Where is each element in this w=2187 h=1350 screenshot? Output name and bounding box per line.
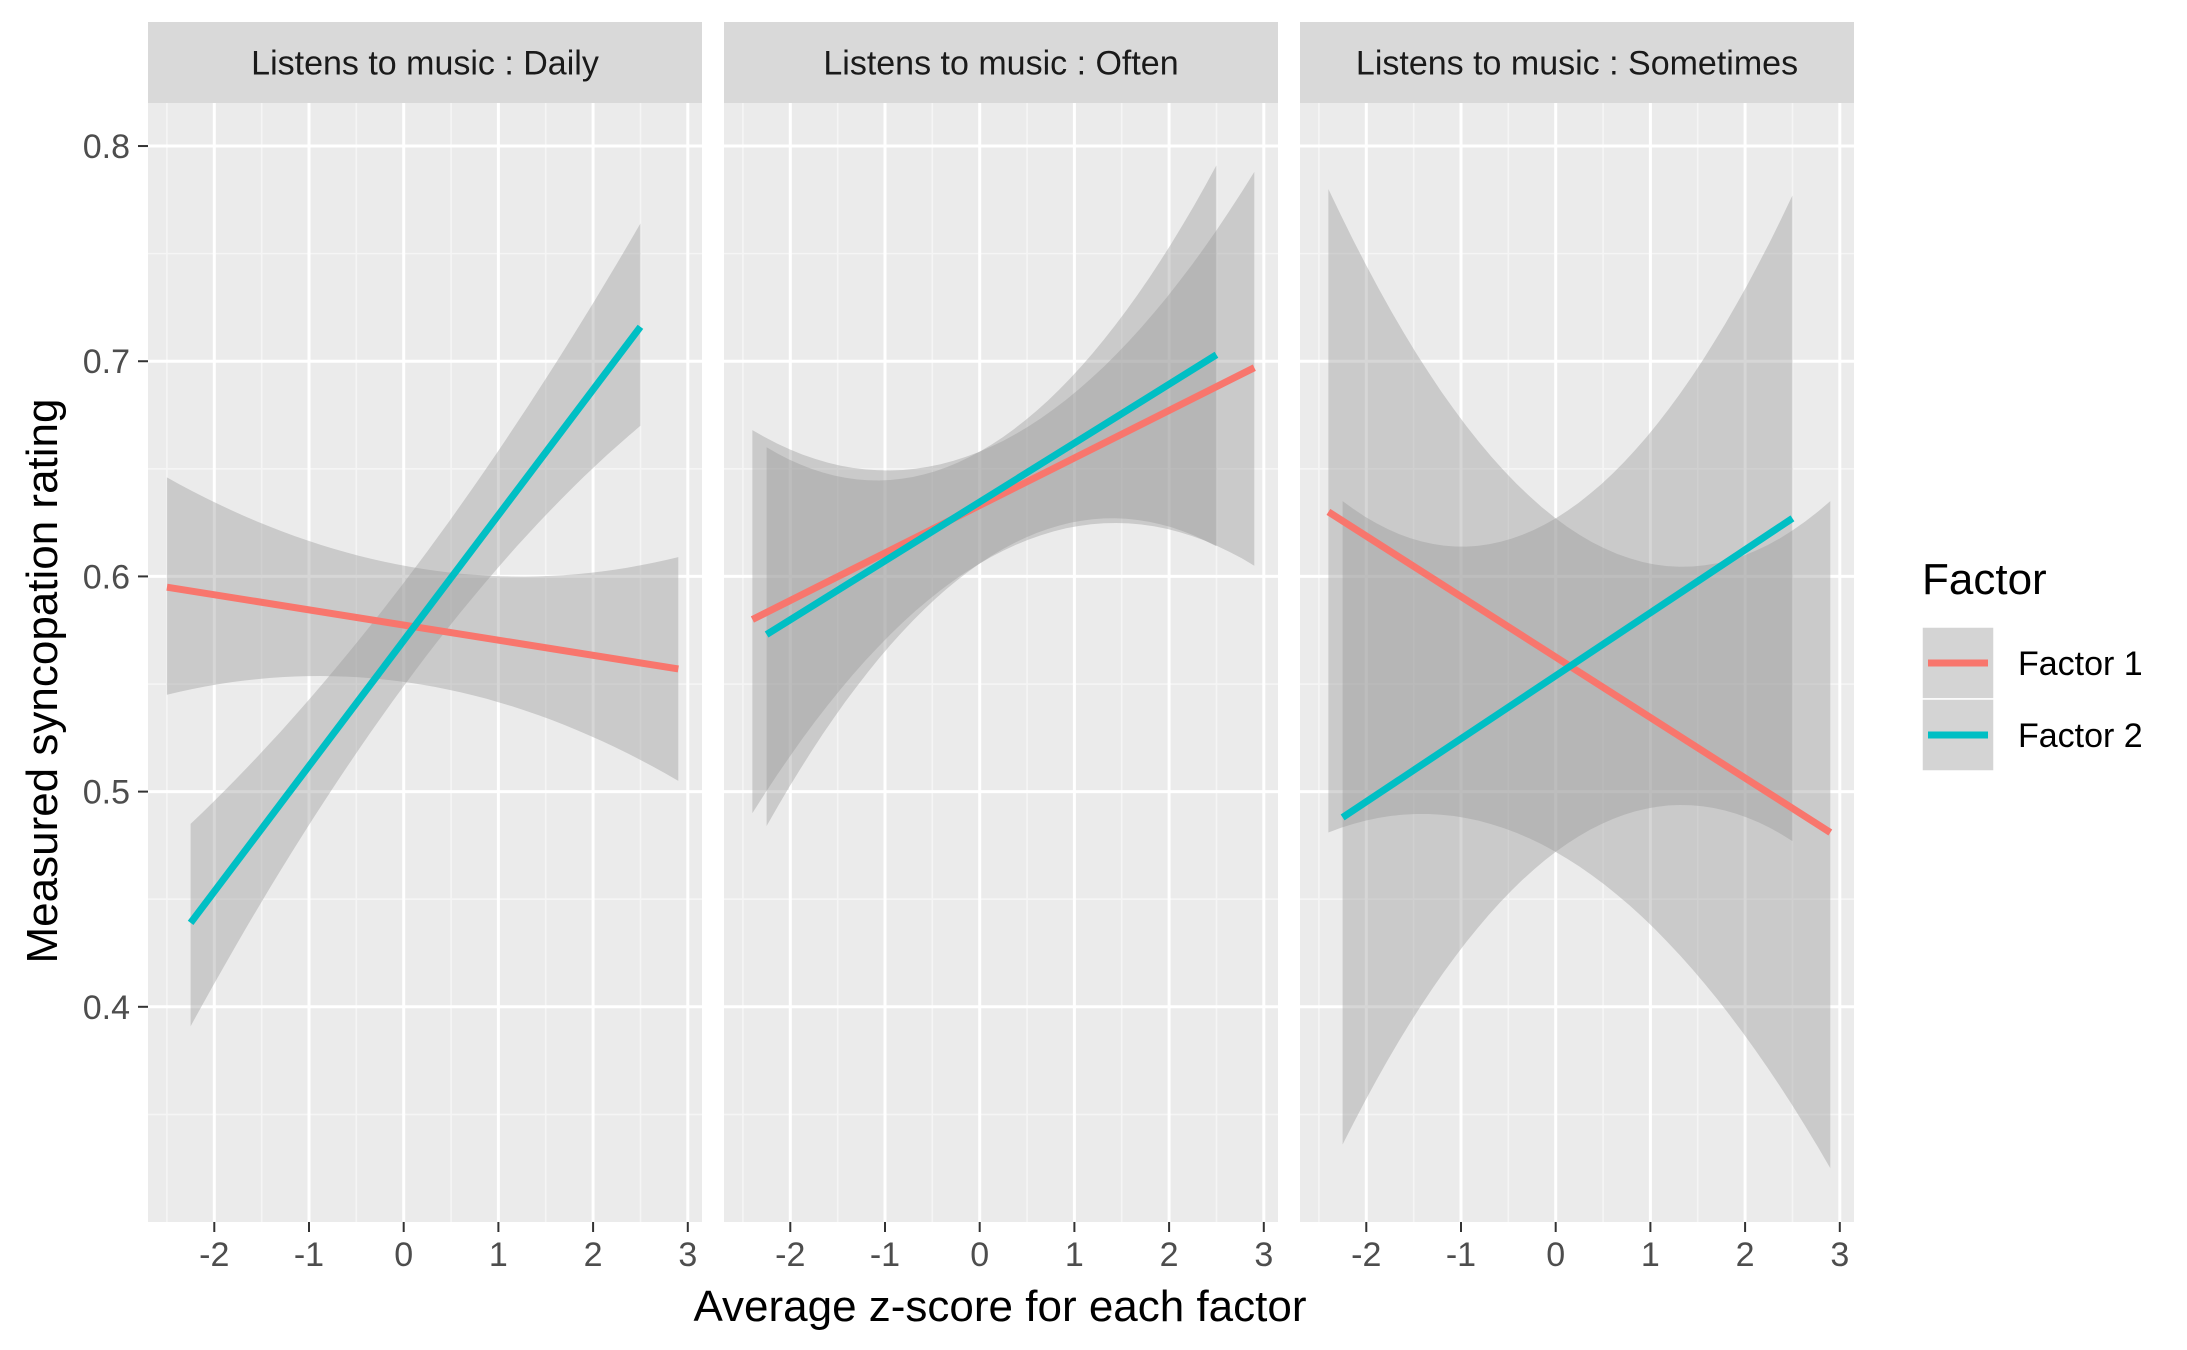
- fit-lines: [166, 324, 679, 925]
- line-factor-2: [1340, 515, 1795, 821]
- legend: Factor Factor 1 Factor 2: [1921, 555, 2143, 772]
- x-axis-panel-1: -2 -1 0 1 2 3: [199, 1222, 697, 1274]
- legend-label: Factor 2: [2018, 717, 2143, 755]
- y-axis: 0.4 0.5 0.6 0.7 0.8: [83, 128, 148, 1027]
- panel-3: Listens to music : Sometimes: [1300, 22, 1854, 1222]
- gridlines: [148, 103, 702, 1222]
- x-axes: -2 -1 0 1 2 3 -2 -1 0 1 2 3 -2 -1 0 1 2 3: [199, 1222, 1849, 1274]
- legend-label: Factor 1: [2018, 645, 2143, 683]
- x-tick-label: -1: [1446, 1236, 1476, 1274]
- gridlines: [724, 103, 1278, 1222]
- y-axis-title: Measured syncopation rating: [18, 399, 67, 964]
- x-axis-panel-2: -2 -1 0 1 2 3: [775, 1222, 1273, 1274]
- x-tick-label: -1: [870, 1236, 900, 1274]
- panel-2: Listens to music : Often: [724, 22, 1278, 1222]
- facet-strip: [148, 22, 702, 103]
- x-tick-label: 2: [1160, 1236, 1179, 1274]
- x-tick-label: 2: [584, 1236, 603, 1274]
- fit-lines: [750, 351, 1256, 638]
- x-tick-label: 1: [1065, 1236, 1084, 1274]
- facet-strip: [724, 22, 1278, 103]
- facet-strip-label: Listens to music : Often: [823, 45, 1178, 83]
- line-factor-2: [764, 351, 1219, 638]
- x-axis-panel-3: -2 -1 0 1 2 3: [1351, 1222, 1849, 1274]
- x-tick-label: 1: [1641, 1236, 1660, 1274]
- panel-background: [724, 103, 1278, 1222]
- y-tick-label: 0.5: [83, 774, 130, 812]
- x-tick-label: 3: [1254, 1236, 1273, 1274]
- x-tick-label: 3: [678, 1236, 697, 1274]
- facet-strip: [1300, 22, 1854, 103]
- y-tick-label: 0.7: [83, 343, 130, 381]
- confidence-band-factor-1: [1328, 189, 1831, 1169]
- legend-title: Factor: [1922, 555, 2047, 604]
- fit-lines: [1326, 508, 1833, 836]
- legend-entries: Factor 1 Factor 2: [1921, 626, 2143, 772]
- x-tick-label: -1: [294, 1236, 324, 1274]
- line-factor-1: [1326, 508, 1833, 836]
- y-tick-label: 0.8: [83, 128, 130, 166]
- facet-strip-label: Listens to music : Sometimes: [1356, 45, 1798, 83]
- panel-background: [148, 103, 702, 1222]
- y-tick-label: 0.6: [83, 558, 130, 596]
- legend-item-factor-2: Factor 2: [1921, 698, 2143, 772]
- x-tick-label: 3: [1830, 1236, 1849, 1274]
- x-tick-label: 2: [1736, 1236, 1755, 1274]
- x-tick-label: 0: [970, 1236, 989, 1274]
- x-tick-label: 1: [489, 1236, 508, 1274]
- x-tick-label: -2: [199, 1236, 229, 1274]
- facet-strip-label: Listens to music : Daily: [251, 45, 599, 83]
- x-tick-label: -2: [1351, 1236, 1381, 1274]
- panels: Listens to music : Daily Listens to music…: [148, 22, 1854, 1222]
- x-tick-label: 0: [1546, 1236, 1565, 1274]
- line-factor-1: [750, 364, 1256, 623]
- y-tick-label: 0.4: [83, 989, 130, 1027]
- panel-1: Listens to music : Daily: [148, 22, 702, 1222]
- legend-item-factor-1: Factor 1: [1921, 626, 2143, 700]
- x-tick-label: 0: [394, 1236, 413, 1274]
- x-tick-label: -2: [775, 1236, 805, 1274]
- line-factor-1: [166, 583, 679, 673]
- line-factor-2: [187, 324, 644, 925]
- x-axis-title: Average z-score for each factor: [693, 1282, 1306, 1331]
